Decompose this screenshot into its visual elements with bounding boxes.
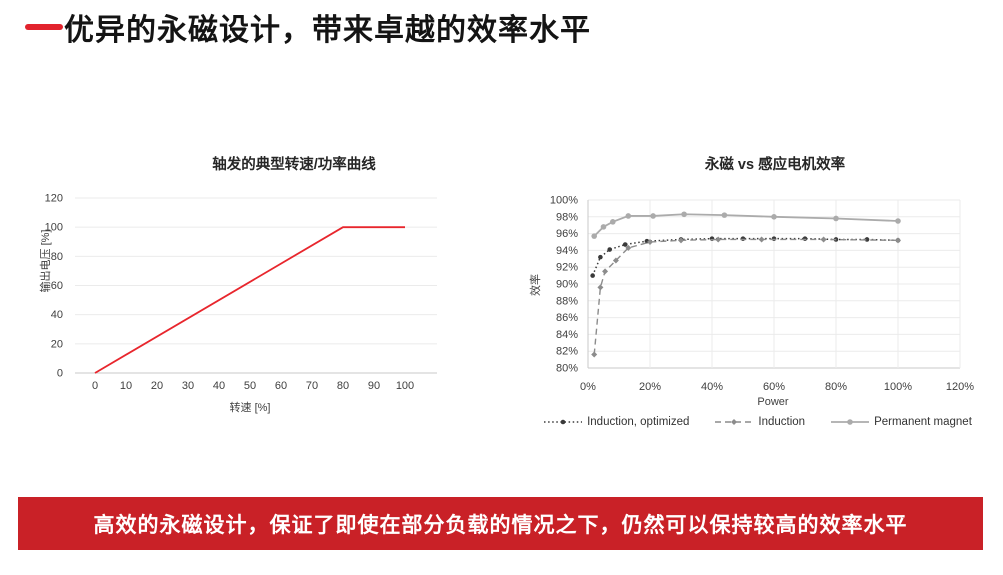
legend-point bbox=[731, 419, 738, 425]
y-tick-label: 88% bbox=[556, 295, 578, 307]
series-line bbox=[593, 238, 899, 355]
series-line bbox=[593, 213, 899, 237]
y-tick-label: 94% bbox=[556, 245, 578, 257]
series-marker bbox=[622, 242, 628, 247]
series-marker bbox=[681, 211, 687, 218]
series-marker bbox=[895, 237, 901, 244]
y-tick-label: 96% bbox=[556, 228, 578, 240]
series-marker bbox=[647, 239, 653, 245]
right-chart-x-axis-label: Power bbox=[757, 396, 789, 408]
x-tick-label: 40 bbox=[213, 380, 225, 392]
chart-legend: Induction, optimized Induction Permanent m… bbox=[528, 416, 988, 428]
x-tick-label: 50 bbox=[244, 380, 256, 392]
series-marker bbox=[591, 233, 597, 239]
x-tick-label: 70 bbox=[306, 380, 318, 392]
y-tick-label: 92% bbox=[556, 262, 578, 274]
series-marker bbox=[758, 236, 765, 243]
left-chart-y-axis-label: 输出电压 [%] bbox=[40, 229, 52, 293]
series-marker bbox=[602, 268, 609, 275]
series-marker bbox=[895, 218, 901, 224]
legend-item: Permanent magnet bbox=[831, 416, 972, 428]
page-title: 优异的永磁设计，带来卓越的效率水平 bbox=[64, 14, 591, 47]
banner-text: 高效的永磁设计，保证了即使在部分负载的情况之下，仍然可以保持较高的效率水平 bbox=[93, 513, 908, 537]
x-tick-label: 90 bbox=[368, 380, 380, 392]
x-tick-label: 10 bbox=[120, 380, 132, 392]
y-tick-label: 90% bbox=[556, 279, 578, 291]
y-tick-label: 98% bbox=[556, 211, 578, 223]
legend-point bbox=[847, 419, 853, 425]
x-tick-label: 0 bbox=[92, 380, 98, 392]
legend-marker-icon bbox=[831, 419, 870, 425]
speed-power-chart-canvas: 0 20 40 60 80 100 120 0 10 20 30 40 50 60 70 80 90 100 bbox=[45, 193, 437, 392]
y-tick-label: 40 bbox=[51, 309, 63, 321]
legend-label: Permanent magnet bbox=[874, 416, 972, 428]
legend-item: Induction bbox=[715, 416, 805, 428]
left-chart-title: 轴发的典型转速/功率曲线 bbox=[212, 157, 376, 173]
series-marker bbox=[610, 219, 616, 225]
x-tick-label: 60 bbox=[275, 380, 287, 392]
y-tick-label: 20 bbox=[51, 338, 63, 350]
y-tick-label: 80% bbox=[556, 363, 578, 375]
series-line bbox=[94, 226, 405, 374]
x-tick-label: 20% bbox=[639, 381, 661, 393]
series-marker bbox=[597, 284, 604, 291]
x-tick-label: 80 bbox=[337, 380, 349, 392]
x-tick-label: 0% bbox=[580, 381, 596, 393]
efficiency-chart-canvas: 80% 82% 84% 86% 88% 90% 92% 94% 96% 98% 100% 0% 20% 4… bbox=[550, 195, 974, 394]
series-marker bbox=[678, 237, 684, 244]
efficiency-chart: 永磁 vs 感应电机效率 80% 82% 84% 86% 88% 90% 92% 94% 96%… bbox=[520, 148, 995, 448]
series-line bbox=[591, 237, 899, 276]
x-tick-label: 40% bbox=[701, 381, 723, 393]
series-marker bbox=[598, 254, 603, 260]
series-marker bbox=[625, 244, 632, 251]
legend-marker-icon bbox=[715, 419, 754, 425]
series-marker bbox=[591, 351, 598, 358]
title-accent-dash-icon bbox=[25, 24, 63, 30]
series-marker bbox=[650, 213, 656, 219]
y-tick-label: 82% bbox=[556, 346, 578, 358]
series-marker bbox=[740, 236, 746, 241]
series-marker bbox=[721, 212, 728, 218]
legend-marker-icon bbox=[544, 419, 583, 425]
x-tick-label: 100% bbox=[884, 381, 912, 393]
legend-label: Induction bbox=[758, 416, 806, 428]
y-tick-label: 100 bbox=[45, 222, 63, 234]
series-marker bbox=[600, 224, 607, 230]
y-tick-label: 60 bbox=[51, 280, 63, 292]
speed-power-chart: 轴发的典型转速/功率曲线 0 20 40 60 80 100 120 0 10 20 30 40 50 6… bbox=[15, 148, 455, 428]
y-tick-label: 0 bbox=[57, 368, 63, 380]
x-tick-label: 80% bbox=[825, 381, 847, 393]
x-tick-label: 20 bbox=[151, 380, 163, 392]
x-tick-label: 100 bbox=[396, 380, 414, 392]
legend-point bbox=[560, 419, 566, 425]
left-chart-x-axis-label: 转速 [%] bbox=[229, 402, 271, 414]
right-chart-title: 永磁 vs 感应电机效率 bbox=[704, 157, 846, 173]
series-marker bbox=[590, 273, 595, 278]
series-marker bbox=[771, 236, 777, 241]
legend-item: Induction, optimized bbox=[544, 416, 689, 428]
y-tick-label: 86% bbox=[556, 312, 578, 324]
y-tick-label: 80 bbox=[51, 251, 63, 263]
series-marker bbox=[607, 247, 612, 252]
right-chart-y-axis-label: 效率 bbox=[530, 274, 542, 296]
x-tick-label: 30 bbox=[182, 380, 194, 392]
y-tick-label: 120 bbox=[45, 193, 63, 205]
legend-label: Induction, optimized bbox=[587, 416, 690, 428]
y-tick-label: 84% bbox=[556, 329, 578, 341]
x-tick-label: 60% bbox=[763, 381, 785, 393]
bottom-banner: 高效的永磁设计，保证了即使在部分负载的情况之下，仍然可以保持较高的效率水平 bbox=[18, 497, 983, 550]
series-marker bbox=[820, 236, 827, 243]
series-marker bbox=[833, 215, 839, 222]
y-tick-label: 100% bbox=[550, 195, 578, 207]
series-marker bbox=[771, 214, 777, 220]
series-marker bbox=[715, 236, 722, 243]
x-tick-label: 120% bbox=[946, 381, 974, 393]
series-marker bbox=[802, 236, 808, 241]
series-marker bbox=[612, 257, 619, 264]
series-marker bbox=[625, 213, 632, 219]
